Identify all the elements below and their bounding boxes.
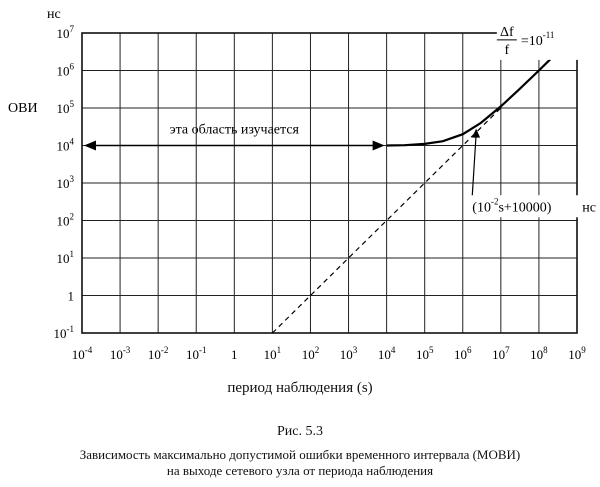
- x-tick-labels: 10-4 10-3 10-2 10-1 1 101 102 103 104 105 106 107 10…: [72, 345, 587, 362]
- y-tick-label: 106: [57, 62, 75, 79]
- figure-caption-line1: Зависимость максимально допустимой ошибк…: [79, 447, 521, 462]
- y-tick-label: 107: [57, 24, 75, 41]
- series: [271, 58, 552, 334]
- y-tick-label: 104: [57, 137, 75, 154]
- stability-denominator: f: [505, 43, 510, 58]
- y-tick-label: 105: [57, 99, 75, 116]
- y-tick-label: 1: [68, 289, 75, 304]
- y-axis-label: ОВИ: [8, 101, 38, 116]
- stability-numerator: Δf: [500, 25, 514, 40]
- region-label: эта область изучается: [170, 123, 300, 138]
- x-tick-label: 105: [416, 345, 434, 362]
- formula-label: (10-2s+10000): [472, 196, 552, 215]
- x-tick-label: 101: [264, 345, 282, 362]
- region-arrow-left-head: [84, 140, 96, 151]
- x-tick-label: 10-2: [148, 345, 169, 362]
- x-tick-label: 10-3: [110, 345, 131, 362]
- grid: [81, 32, 578, 334]
- plot-frame: [81, 32, 578, 334]
- y-tick-label: 103: [57, 174, 75, 191]
- x-tick-label: 10-4: [72, 345, 93, 362]
- y-tick-labels: 107 106 105 104 103 102 101 1 10-1: [54, 24, 75, 341]
- x-tick-label: 104: [378, 345, 396, 362]
- x-tick-label: 10-1: [186, 345, 207, 362]
- formula-pointer-head: [472, 128, 481, 138]
- chart: 10-4 10-3 10-2 10-1 1 101 102 103 104 105 106 107 10…: [8, 7, 596, 362]
- formula-bg: [468, 195, 579, 218]
- stability-equation: =10-11: [521, 30, 555, 49]
- figure-caption-line2: на выходе сетевого узла от периода наблю…: [166, 463, 434, 478]
- y-tick-label: 10-1: [54, 324, 75, 341]
- x-tick-label: 103: [340, 345, 358, 362]
- region-arrow-right-head: [372, 140, 385, 151]
- mtie-limit-curve: [386, 58, 552, 147]
- y-unit-label: нс: [47, 7, 61, 22]
- y-tick-label: 101: [57, 249, 75, 266]
- x-tick-label: 107: [492, 345, 510, 362]
- x-tick-label: 108: [530, 345, 548, 362]
- x-tick-label: 106: [454, 345, 472, 362]
- x-axis-label: период наблюдения (s): [227, 380, 373, 396]
- formula-unit: нс: [582, 200, 596, 215]
- y-tick-label: 102: [57, 212, 75, 229]
- x-tick-label: 1: [231, 347, 238, 362]
- annotations: эта область изучается (10-2s+10000) нс Δf f =…: [84, 19, 596, 218]
- x-tick-label: 109: [568, 345, 586, 362]
- axes: [81, 32, 578, 334]
- figure-number: Рис. 5.3: [277, 424, 323, 439]
- x-tick-label: 102: [302, 345, 320, 362]
- formula-pointer-line: [471, 134, 477, 196]
